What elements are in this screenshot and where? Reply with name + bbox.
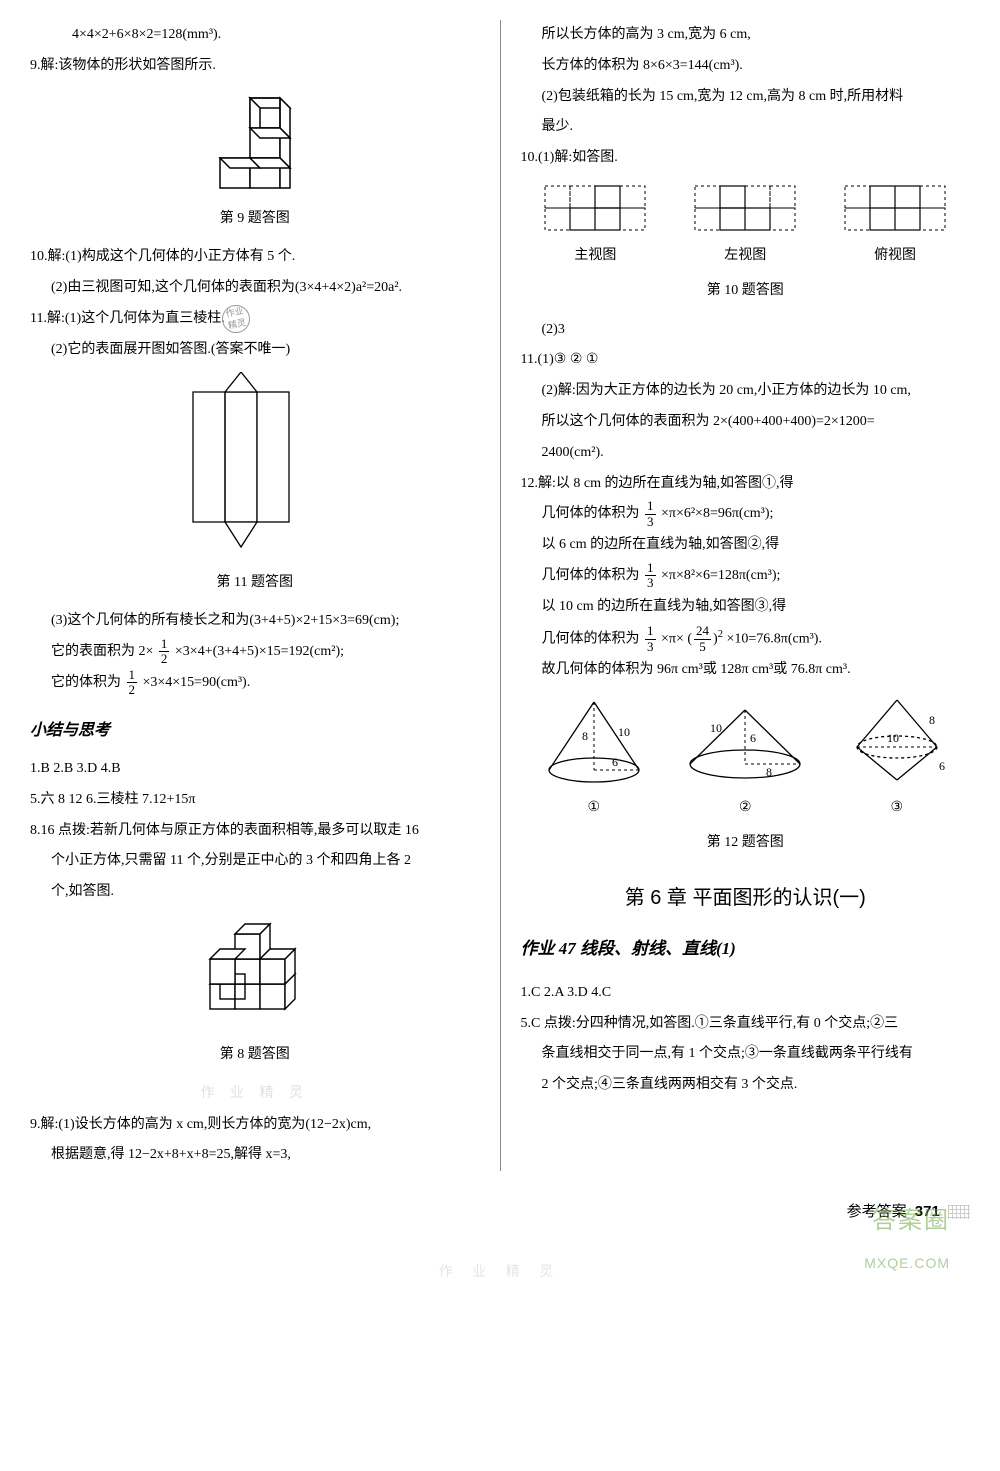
r3: (2)包装纸箱的长为 15 cm,宽为 12 cm,高为 8 cm 时,所用材料: [521, 82, 971, 113]
svg-text:8: 8: [766, 765, 772, 779]
cone2-label: ②: [680, 793, 810, 824]
fig10-caption: 第 10 题答图: [521, 276, 971, 307]
r-q10a: 10.(1)解:如答图.: [521, 143, 971, 174]
svg-text:10: 10: [618, 725, 630, 739]
r-q11b: (2)解:因为大正方体的边长为 20 cm,小正方体的边长为 10 cm,: [521, 376, 971, 407]
r-q10b: (2)3: [521, 315, 971, 346]
frac-1-2: 12: [157, 637, 172, 667]
corner-watermark: 答案圈 MXQE.COM: [864, 1195, 950, 1279]
fig12-caption: 第 12 题答图: [521, 828, 971, 859]
watermark-bottom: 作 业 精 灵: [30, 1258, 970, 1289]
q5b: 条直线相交于同一点,有 1 个交点;③一条直线截两条平行线有: [521, 1039, 971, 1070]
corner-wm-1: 答案圈: [864, 1195, 950, 1248]
section-title: 小结与思考: [30, 713, 480, 748]
r-q11a: 11.(1)③ ② ①: [521, 345, 971, 376]
cone1-label: ①: [534, 793, 654, 824]
frac-24-5: 245: [692, 624, 713, 654]
three-views: 主视图 左视图: [521, 174, 971, 272]
column-divider: [500, 20, 501, 1171]
view-front-label: 主视图: [540, 241, 650, 272]
cone3-label: ③: [837, 793, 957, 824]
r1: 所以长方体的高为 3 cm,宽为 6 cm,: [521, 20, 971, 51]
frac-1-2b: 12: [125, 668, 140, 698]
q10-2: (2)由三视图可知,这个几何体的表面积为(3×4+4×2)a²=20a².: [30, 273, 480, 304]
r-q11d: 2400(cm²).: [521, 438, 971, 469]
q11-2: (2)它的表面展开图如答图.(答案不唯一): [30, 335, 480, 366]
cones-row: 8 10 6 ① 10 6 8 ②: [521, 686, 971, 824]
frac-1-3c: 13: [643, 624, 658, 654]
stamp-icon: 作业精灵: [220, 302, 253, 335]
r-q12b: 几何体的体积为 13 ×π×6²×8=96π(cm³);: [521, 499, 971, 530]
watermark-mid: 作 业 精 灵: [30, 1079, 480, 1110]
r2: 长方体的体积为 8×6×3=144(cm³).: [521, 51, 971, 82]
mc-row2: 5.六 8 12 6.三棱柱 7.12+15π: [30, 785, 480, 816]
chapter-title: 第 6 章 平面图形的认识(一): [521, 876, 971, 920]
r-q12e: 以 10 cm 的边所在直线为轴,如答图③,得: [521, 592, 971, 623]
frac-1-3a: 13: [643, 499, 658, 529]
q11-4: 它的表面积为 2× 12 ×3×4+(3+4+5)×15=192(cm²);: [30, 637, 480, 668]
q9b-1: 9.解:(1)设长方体的高为 x cm,则长方体的宽为(12−2x)cm,: [30, 1110, 480, 1141]
q9b-2: 根据题意,得 12−2x+8+x+8=25,解得 x=3,: [30, 1140, 480, 1171]
r-q12a: 12.解:以 8 cm 的边所在直线为轴,如答图①,得: [521, 469, 971, 500]
fig9-cubes: [195, 88, 315, 198]
assignment-title: 作业 47 线段、射线、直线(1): [521, 930, 971, 967]
svg-text:8: 8: [582, 729, 588, 743]
mc-row1: 1.B 2.B 3.D 4.B: [30, 754, 480, 785]
page-grid-icon: [948, 1205, 970, 1219]
fig8-caption: 第 8 题答图: [30, 1040, 480, 1071]
fig9-caption: 第 9 题答图: [30, 204, 480, 235]
page-footer: 参考答案 371: [30, 1195, 970, 1228]
fig8-cubes: [190, 914, 320, 1034]
svg-text:6: 6: [939, 759, 945, 773]
r-q11c: 所以这个几何体的表面积为 2×(400+400+400)=2×1200=: [521, 407, 971, 438]
svg-text:10: 10: [887, 731, 899, 745]
frac-1-3b: 13: [643, 561, 658, 591]
q5c: 2 个交点;④三条直线两两相交有 3 个交点.: [521, 1070, 971, 1101]
q11-3: (3)这个几何体的所有棱长之和为(3+4+5)×2+15×3=69(cm);: [30, 606, 480, 637]
mc-row: 1.C 2.A 3.D 4.C: [521, 978, 971, 1009]
svg-text:10: 10: [710, 721, 722, 735]
fig11-net: [190, 372, 320, 562]
r-q12d: 几何体的体积为 13 ×π×8²×6=128π(cm³);: [521, 561, 971, 592]
q9-text: 9.解:该物体的形状如答图所示.: [30, 51, 480, 82]
q11-1-text: 11.解:(1)这个几何体为直三棱柱.: [30, 311, 225, 326]
r-q12c: 以 6 cm 的边所在直线为轴,如答图②,得: [521, 530, 971, 561]
svg-text:8: 8: [929, 713, 935, 727]
q8-c: 个,如答图.: [30, 877, 480, 908]
fig11-caption: 第 11 题答图: [30, 568, 480, 599]
svg-text:6: 6: [612, 755, 618, 769]
svg-text:6: 6: [750, 731, 756, 745]
q5a: 5.C 点拨:分四种情况,如答图.①三条直线平行,有 0 个交点;②三: [521, 1009, 971, 1040]
q10-1: 10.解:(1)构成这个几何体的小正方体有 5 个.: [30, 242, 480, 273]
r4: 最少.: [521, 112, 971, 143]
r-q12f: 几何体的体积为 13 ×π× (245)2 ×10=76.8π(cm³).: [521, 623, 971, 655]
view-left-label: 左视图: [690, 241, 800, 272]
q8-b: 个小正方体,只需留 11 个,分别是正中心的 3 个和四角上各 2: [30, 846, 480, 877]
q8-a: 8.16 点拨:若新几何体与原正方体的表面积相等,最多可以取走 16: [30, 816, 480, 847]
calc-line: 4×4×2+6×8×2=128(mm³).: [30, 20, 480, 51]
view-top-label: 俯视图: [840, 241, 950, 272]
q11-5: 它的体积为 12 ×3×4×15=90(cm³).: [30, 668, 480, 699]
corner-wm-2: MXQE.COM: [864, 1248, 950, 1279]
q11-1: 11.解:(1)这个几何体为直三棱柱. 作业精灵: [30, 304, 480, 335]
r-q12g: 故几何体的体积为 96π cm³或 128π cm³或 76.8π cm³.: [521, 655, 971, 686]
